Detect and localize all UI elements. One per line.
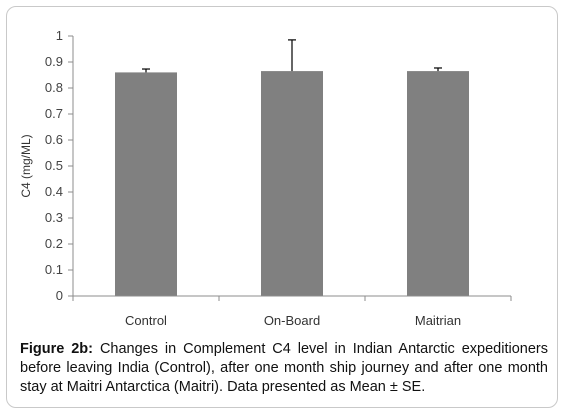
y-tick-label: 0.3 [45,210,63,225]
y-axis: 0 0.1 0.2 0.3 0.4 0.5 0.6 0.7 0.8 0.9 1 [45,28,74,303]
y-tick-label: 0 [56,288,63,303]
figure-caption: Figure 2b: Changes in Complement C4 leve… [20,340,548,397]
y-tick-label: 0.6 [45,132,63,147]
bar [115,72,177,297]
y-tick-label: 0.8 [45,80,63,95]
caption-label: Figure 2b: [20,341,93,357]
y-axis-label: C4 (mg/ML) [19,134,33,197]
y-tick-label: 0.1 [45,262,63,277]
y-tick-label: 0.2 [45,236,63,251]
y-tick-label: 1 [56,28,63,43]
y-tick-label: 0.9 [45,54,63,69]
bar-chart: 0 0.1 0.2 0.3 0.4 0.5 0.6 0.7 0.8 0.9 1 Control On-… [19,28,512,328]
bar [261,71,323,296]
bar [407,71,469,296]
x-tick-label: On-Board [264,313,320,328]
x-tick-label: Control [125,313,167,328]
x-axis: Control On-Board Maitrian [72,295,512,328]
x-tick-label: Maitrian [415,313,461,328]
y-tick-label: 0.5 [45,158,63,173]
caption-text: Changes in Complement C4 level in Indian… [20,341,548,395]
y-tick-label: 0.4 [45,184,63,199]
bars [115,39,469,297]
y-tick-label: 0.7 [45,106,63,121]
